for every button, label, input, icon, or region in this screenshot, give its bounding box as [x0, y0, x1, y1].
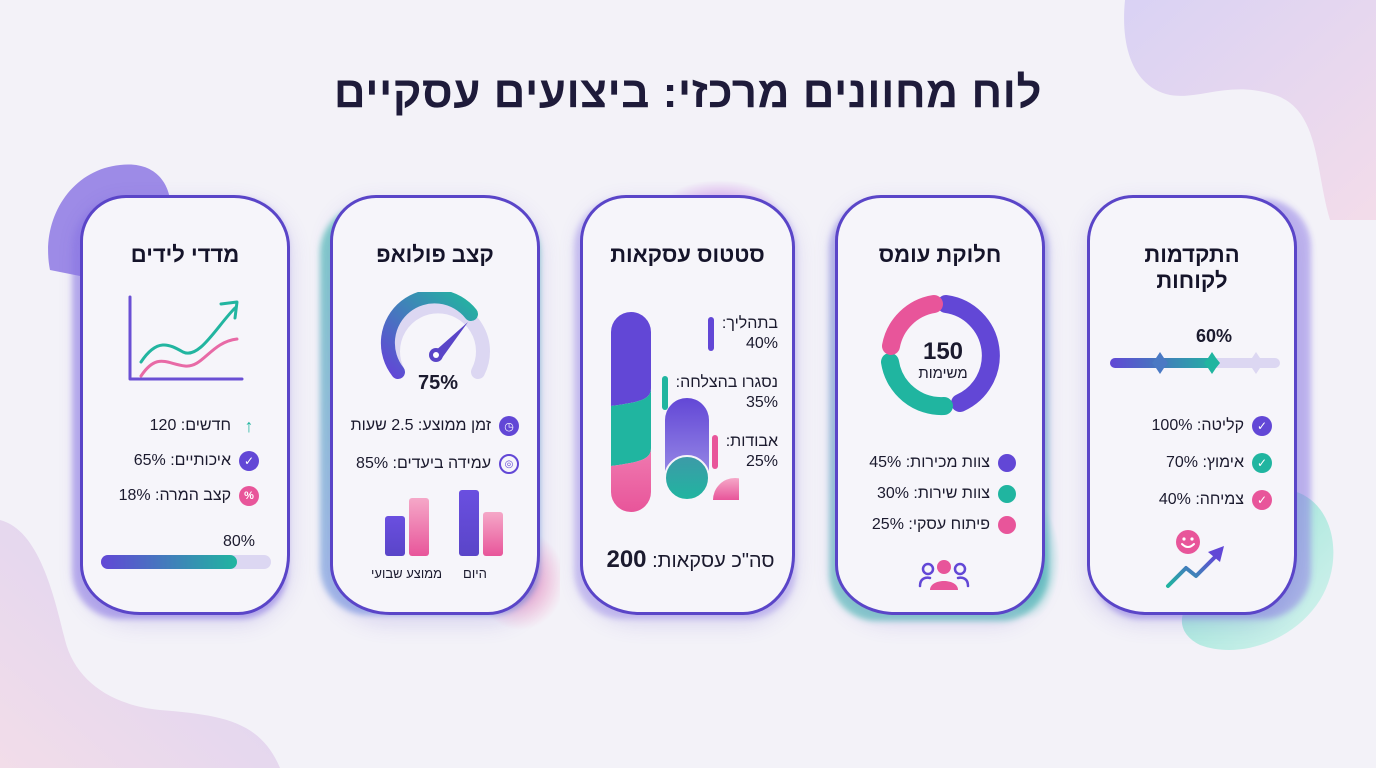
stat-label: צמיחה: 40% [1158, 491, 1244, 508]
progress-label: 80% [222, 533, 255, 550]
card-body: חלוקת עומס 150 משימות צוות מכירות: 45% צ… [835, 195, 1045, 615]
card-title: סטטוס עסקאות [610, 242, 765, 267]
card-followup-rate: קצב פולואפ 75% ◷ זמן ממוצע: 2.5 שעות ◎ ע… [320, 195, 550, 620]
legend-value: 40% [745, 335, 778, 352]
stat-label: איכותיים: 65% [133, 452, 231, 469]
card-title: התקדמות לקוחות [1090, 242, 1294, 295]
donut-chart [881, 295, 1000, 416]
legend-label: פיתוח עסקי: 25% [871, 516, 990, 533]
card-body: סטטוס עסקאות בתהליך: 40% [580, 195, 795, 615]
bar-label-today: היום [463, 566, 487, 581]
legend-label: נסגרו בהצלחה: [675, 374, 778, 391]
progress-bar [101, 555, 271, 569]
check-circle-icon: ✓ [1252, 416, 1272, 436]
stat-growth: ✓ צמיחה: 40% [1159, 490, 1272, 510]
progress-label: 60% [1196, 326, 1233, 346]
legend-swatch [707, 317, 714, 351]
card-lead-metrics: מדדי לידים ↑ חדשים: 120 ✓ איכותיים: 65% … [72, 195, 300, 620]
legend-value: 25% [745, 453, 778, 470]
legend-service-team: צוות שירות: 30% [877, 485, 1016, 503]
legend-sales-team: צוות מכירות: 45% [869, 454, 1016, 472]
comparison-bar-chart [385, 490, 503, 556]
stat-onboarding: ✓ קליטה: 100% [1152, 416, 1272, 436]
stat-new-leads: ↑ חדשים: 120 [150, 416, 259, 436]
progress-fill [101, 555, 237, 569]
milestone-progress-bar [1110, 352, 1280, 374]
legend-swatch [661, 376, 668, 410]
legend-dot [998, 516, 1016, 534]
card-title: חלוקת עומס [878, 242, 1002, 267]
card-workload-distribution: חלוקת עומס 150 משימות צוות מכירות: 45% צ… [829, 195, 1055, 621]
clock-icon: ◷ [499, 416, 519, 436]
stat-goal-achievement: ◎ עמידה ביעדים: 85% [356, 454, 519, 474]
card-title: קצב פולואפ [376, 242, 494, 267]
stat-label: קליטה: 100% [1151, 417, 1244, 434]
stat-adoption: ✓ אימוץ: 70% [1166, 453, 1272, 473]
card-deals-status: סטטוס עסקאות בתהליך: 40% [574, 195, 800, 620]
legend-in-progress: בתהליך: 40% [707, 314, 778, 354]
stat-label: קצב המרה: 18% [118, 487, 231, 504]
donut-center-label: משימות [918, 365, 968, 382]
legend-label: בתהליך: [721, 315, 778, 332]
legend-value: 35% [745, 394, 778, 411]
total-label: סה"כ עסקאות: [652, 550, 775, 572]
stat-label: אימוץ: 70% [1165, 454, 1244, 471]
check-circle-icon: ✓ [1252, 453, 1272, 473]
card-customer-progress: התקדמות לקוחות 60% ✓ קליטה: 100% ✓ אימוץ… [1087, 195, 1311, 620]
bar-label-weekly-avg: ממוצע שבועי [371, 566, 443, 581]
check-circle-icon: ✓ [1252, 490, 1272, 510]
legend-biz-dev: פיתוח עסקי: 25% [872, 516, 1016, 534]
percent-icon: % [239, 486, 259, 506]
stat-qualified-leads: ✓ איכותיים: 65% [134, 451, 259, 471]
legend-label: צוות מכירות: 45% [869, 454, 990, 471]
target-icon: ◎ [499, 454, 519, 474]
card-title-line1: התקדמות [1144, 242, 1240, 267]
smile-growth-icon [1166, 530, 1224, 588]
check-circle-icon: ✓ [239, 451, 259, 471]
legend-lost: אבודות: 25% [711, 432, 778, 472]
deals-status-chart [611, 312, 739, 512]
line-chart-trend-icon [128, 295, 244, 381]
legend-dot [998, 454, 1016, 472]
card-title-line2: לקוחות [1156, 268, 1228, 294]
stat-label: עמידה ביעדים: 85% [356, 455, 491, 472]
gauge-chart [380, 292, 490, 379]
legend-label: אבודות: [725, 433, 778, 450]
team-icon [918, 560, 970, 590]
deals-total: סה"כ עסקאות: 200 [583, 546, 792, 574]
legend-dot [998, 485, 1016, 503]
card-title: מדדי לידים [130, 242, 240, 267]
stat-label: חדשים: 120 [149, 417, 231, 434]
card-body: מדדי לידים ↑ חדשים: 120 ✓ איכותיים: 65% … [80, 195, 290, 615]
card-body: קצב פולואפ 75% ◷ זמן ממוצע: 2.5 שעות ◎ ע… [330, 195, 540, 615]
stat-avg-time: ◷ זמן ממוצע: 2.5 שעות [351, 416, 519, 436]
legend-swatch [711, 435, 718, 469]
stat-conversion-rate: % קצב המרה: 18% [119, 486, 259, 506]
stat-label: זמן ממוצע: 2.5 שעות [350, 417, 491, 434]
donut-center-value: 150 [922, 338, 964, 365]
arrow-up-icon: ↑ [244, 415, 254, 436]
page-title: לוח מחוונים מרכזי: ביצועים עסקיים [333, 68, 1043, 117]
total-value: 200 [606, 546, 647, 573]
gauge-value: 75% [417, 372, 459, 394]
legend-closed-won: נסגרו בהצלחה: 35% [661, 373, 778, 413]
legend-label: צוות שירות: 30% [876, 485, 990, 502]
card-body: התקדמות לקוחות 60% ✓ קליטה: 100% ✓ אימוץ… [1087, 195, 1297, 615]
